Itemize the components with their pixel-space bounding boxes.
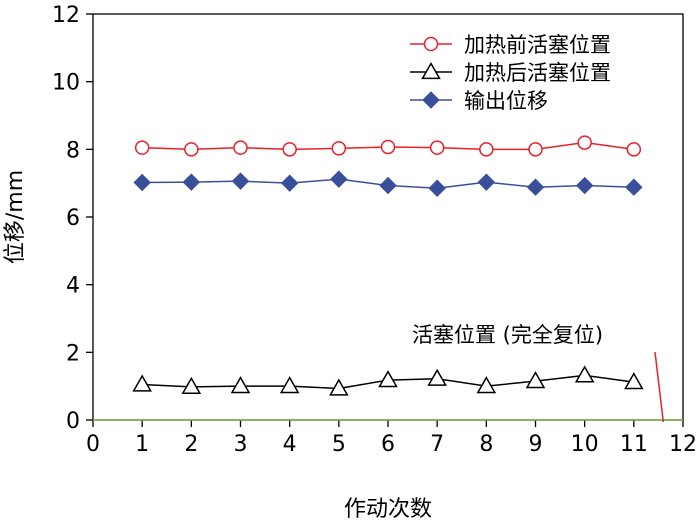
x-tick-label: 7 xyxy=(430,432,444,457)
x-tick-label: 8 xyxy=(479,432,493,457)
data-point xyxy=(427,368,447,386)
data-point xyxy=(479,142,494,157)
x-tick-label: 11 xyxy=(620,432,648,457)
data-point xyxy=(575,176,594,195)
data-point xyxy=(233,140,248,155)
x-tick-label: 3 xyxy=(234,432,248,457)
legend-label: 加热前活塞位置 xyxy=(464,33,611,57)
data-point xyxy=(624,372,644,390)
data-point xyxy=(577,135,592,150)
data-point xyxy=(331,141,347,156)
data-point xyxy=(134,140,150,155)
x-tick-label: 5 xyxy=(332,432,346,457)
x-tick-label: 10 xyxy=(571,432,599,457)
x-tick-label: 1 xyxy=(135,432,149,457)
y-tick-label: 6 xyxy=(66,206,80,231)
data-point xyxy=(378,370,398,388)
y-tick-label: 10 xyxy=(52,71,80,96)
data-point xyxy=(230,376,251,394)
data-point xyxy=(231,172,250,190)
data-point xyxy=(429,140,445,155)
data-point xyxy=(574,365,595,383)
data-point xyxy=(477,173,496,191)
y-tick-label: 0 xyxy=(66,409,80,434)
data-point xyxy=(133,173,151,192)
annotation-text: 活塞位置 (完全复位) xyxy=(412,323,603,347)
y-tick-label: 2 xyxy=(66,341,80,366)
data-point xyxy=(526,178,545,196)
y-tick-label: 8 xyxy=(66,138,80,163)
legend-marker xyxy=(422,91,440,109)
data-point xyxy=(525,371,546,389)
data-point xyxy=(428,179,446,197)
data-point xyxy=(379,176,397,195)
annotation-arrow xyxy=(654,351,665,423)
data-point xyxy=(280,174,299,192)
legend-label: 加热后活塞位置 xyxy=(464,61,611,85)
data-point xyxy=(528,142,543,157)
data-point xyxy=(476,376,497,394)
x-tick-label: 9 xyxy=(529,432,543,457)
data-point xyxy=(282,142,297,157)
legend-marker xyxy=(421,61,441,80)
data-point xyxy=(330,170,348,188)
legend-label: 输出位移 xyxy=(464,89,548,113)
x-tick-label: 0 xyxy=(86,432,100,457)
x-tick-label: 2 xyxy=(184,432,198,457)
data-point xyxy=(625,178,643,196)
x-tick-label: 12 xyxy=(669,432,697,457)
legend-marker xyxy=(423,36,439,52)
data-point xyxy=(329,378,349,396)
data-point xyxy=(132,374,152,392)
data-point xyxy=(181,376,202,394)
x-tick-label: 4 xyxy=(283,432,297,457)
y-tick-label: 4 xyxy=(66,274,80,299)
data-point xyxy=(626,142,642,157)
y-axis-title: 位移/mm xyxy=(3,170,28,264)
y-tick-label: 12 xyxy=(52,3,80,28)
data-point xyxy=(184,142,199,157)
data-point xyxy=(380,139,396,155)
data-point xyxy=(182,173,201,191)
data-point xyxy=(279,376,300,394)
x-tick-label: 6 xyxy=(381,432,395,457)
x-axis-title: 作动次数 xyxy=(344,497,432,522)
